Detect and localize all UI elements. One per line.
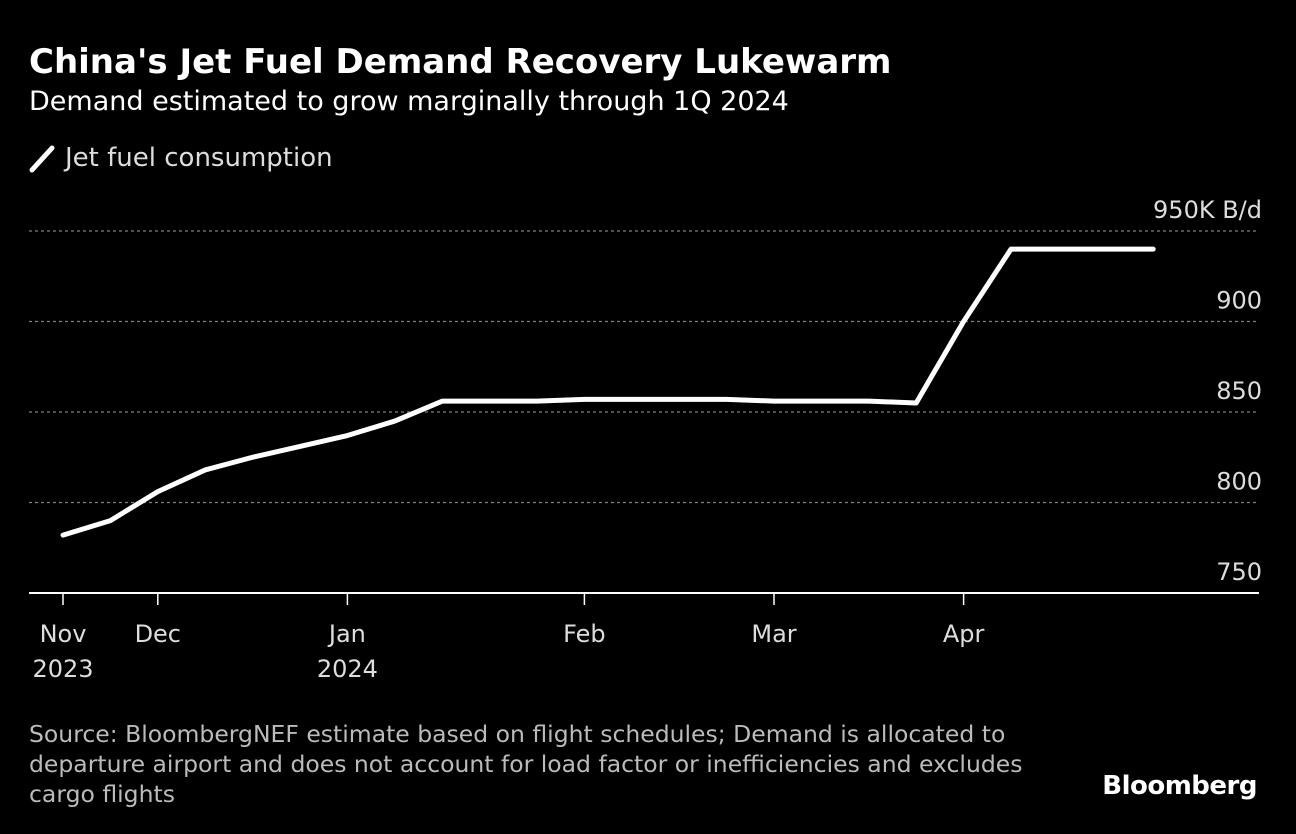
bloomberg-logo: Bloomberg (1102, 771, 1257, 801)
x-tick-label-nov: Nov 2023 (32, 620, 93, 683)
source-note: Source: BloombergNEF estimate based on f… (29, 720, 1023, 808)
x-tick-label-apr: Apr (943, 620, 985, 648)
x-tick-label-feb: Feb (563, 620, 606, 648)
legend-line-icon (29, 145, 55, 173)
y-tick-label-900: 900 (1216, 287, 1262, 315)
gridlines (29, 230, 1259, 504)
x-tick-label-dec: Dec (135, 620, 181, 648)
series-layer (60, 246, 1156, 538)
legend: Jet fuel consumption (29, 140, 333, 176)
y-tick-label-750: 750 (1216, 558, 1262, 586)
x-axis-labels: Nov 2023 Dec Jan 2024 Feb Mar Apr (32, 620, 984, 683)
chart-subtitle: Demand estimated to grow marginally thro… (29, 86, 789, 117)
y-tick-label-850: 850 (1216, 377, 1262, 405)
series-line-jet-fuel-consumption (60, 246, 1156, 538)
x-tick-label-jan: Jan 2024 (317, 620, 378, 683)
y-tick-label-950: 950K B/d (1153, 196, 1262, 224)
chart-title: China's Jet Fuel Demand Recovery Lukewar… (29, 42, 892, 82)
x-tick-label-mar: Mar (751, 620, 796, 648)
y-tick-label-800: 800 (1216, 468, 1262, 496)
x-axis (29, 592, 1259, 605)
legend-label: Jet fuel consumption (65, 143, 333, 173)
y-axis-labels: 750 800 850 900 950K B/d (1153, 196, 1262, 586)
